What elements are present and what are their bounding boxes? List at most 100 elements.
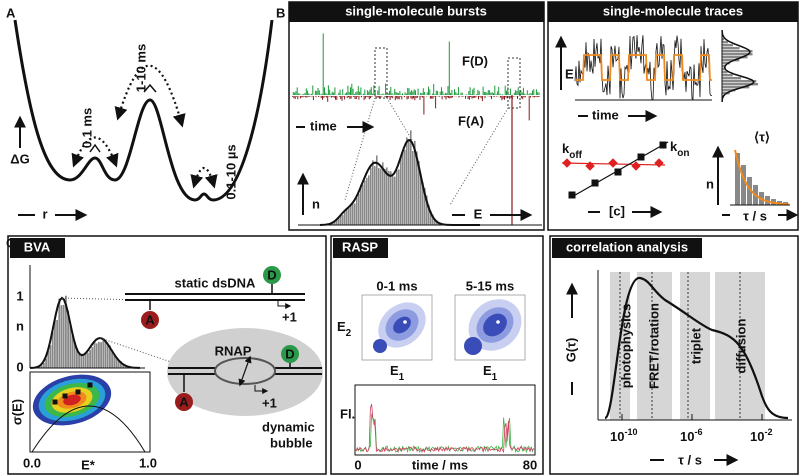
histogram-bar xyxy=(398,169,400,225)
histogram-bar xyxy=(344,211,346,225)
histogram-bar xyxy=(722,41,729,44)
histogram-bar xyxy=(80,353,83,368)
histogram-bar xyxy=(71,335,74,368)
axis-label: E1 xyxy=(390,363,405,383)
panel-frame xyxy=(330,235,544,475)
burst-box xyxy=(507,57,521,109)
histogram-bar xyxy=(352,203,354,225)
koff-point xyxy=(654,158,664,168)
histogram-fit xyxy=(721,29,756,103)
tick-label-part: 10 xyxy=(680,429,694,444)
axis-label: E xyxy=(474,206,483,221)
axis-label: ⟨τ⟩ xyxy=(754,129,770,144)
histogram-bar xyxy=(722,68,725,71)
histogram-bar xyxy=(412,150,414,225)
histogram-bar xyxy=(400,155,402,225)
kon-point xyxy=(659,141,667,149)
histogram-bar xyxy=(747,177,752,205)
histogram-bar xyxy=(402,150,404,225)
histogram-bar xyxy=(56,320,58,368)
histogram-bar xyxy=(414,140,416,225)
histogram-bar xyxy=(362,184,364,225)
schematic-label: static dsDNA xyxy=(175,275,257,290)
histogram-bar xyxy=(722,62,730,65)
histogram-bar xyxy=(388,170,390,225)
panel-header xyxy=(548,2,798,22)
histogram-bar xyxy=(87,352,89,368)
histogram-bar xyxy=(404,149,406,225)
histogram-bar xyxy=(390,171,392,225)
axis-label: time xyxy=(592,107,619,122)
histogram-bar xyxy=(342,214,344,225)
histogram-bar xyxy=(384,168,386,225)
regime-label: photophysics xyxy=(618,304,633,389)
histogram-bar xyxy=(722,86,750,89)
histogram-bar xyxy=(722,56,748,59)
axis-label: time xyxy=(310,118,337,133)
axis-label-part: 2 xyxy=(346,328,352,339)
histogram-bar xyxy=(109,345,111,368)
histogram-bar xyxy=(40,365,43,368)
histogram-bar xyxy=(396,170,398,225)
axis-label-part: 1 xyxy=(399,372,405,383)
histogram-bar xyxy=(722,44,734,47)
tick-label-part: 10 xyxy=(750,429,764,444)
axis-label: τ / s xyxy=(743,208,767,223)
transition-arrow xyxy=(114,64,186,128)
panel-label: A xyxy=(6,5,16,20)
tick-label: 80 xyxy=(523,457,537,472)
histogram-bar xyxy=(54,320,56,368)
zoom-line xyxy=(449,107,509,206)
dye-label: A xyxy=(179,394,189,409)
panel-header xyxy=(552,238,702,258)
histogram-bar xyxy=(336,220,338,225)
histogram-bar xyxy=(364,180,366,225)
koff-point xyxy=(562,158,572,168)
rate-label-part: k xyxy=(670,139,678,154)
axis-label: E1 xyxy=(483,363,498,383)
bva-point xyxy=(87,382,93,388)
panel-frame xyxy=(549,235,799,475)
histogram-bar xyxy=(117,360,120,368)
density-contour xyxy=(373,339,387,353)
panel-frame xyxy=(7,235,327,475)
axis-label: E2 xyxy=(337,319,352,339)
selected-point xyxy=(403,320,407,324)
tick-label-part: -10 xyxy=(624,427,637,437)
histogram-bar xyxy=(418,161,420,225)
histogram-bar xyxy=(89,349,91,368)
histogram-bar xyxy=(62,304,65,368)
barrier-mark xyxy=(143,83,157,93)
acceptor-dye xyxy=(141,311,159,329)
histogram-bar xyxy=(372,160,374,225)
tick-label: 10-6 xyxy=(680,427,702,444)
histogram-bar xyxy=(76,348,78,368)
histogram-bar xyxy=(722,65,726,68)
panel-header xyxy=(289,2,544,22)
histogram-bar xyxy=(368,175,370,225)
bubble-arrow xyxy=(238,355,252,387)
histogram-bar xyxy=(382,162,384,225)
axis-label: ΔG xyxy=(10,151,29,166)
state-fit xyxy=(575,54,712,81)
histogram-bar xyxy=(350,204,352,225)
histogram-bar xyxy=(93,341,96,368)
histogram-bar xyxy=(104,339,107,368)
histogram-bar xyxy=(67,310,69,368)
axis-label: time / ms xyxy=(412,457,468,472)
donor-dye xyxy=(263,266,281,284)
histogram-bar xyxy=(722,59,740,62)
histogram-bar xyxy=(722,77,742,80)
panel-header xyxy=(10,238,65,258)
histogram-bar xyxy=(722,50,753,53)
tick-label: 0.0 xyxy=(23,455,41,470)
rate-label: kon xyxy=(670,139,689,159)
register-arrow xyxy=(277,300,292,309)
zoom-line xyxy=(61,297,181,366)
histogram-bar xyxy=(91,347,94,368)
energy-landscape xyxy=(13,19,274,202)
histogram-bar xyxy=(424,187,426,225)
dye-label: D xyxy=(285,346,294,361)
panel-title: correlation analysis xyxy=(566,239,688,254)
panel-label: B xyxy=(276,5,285,20)
